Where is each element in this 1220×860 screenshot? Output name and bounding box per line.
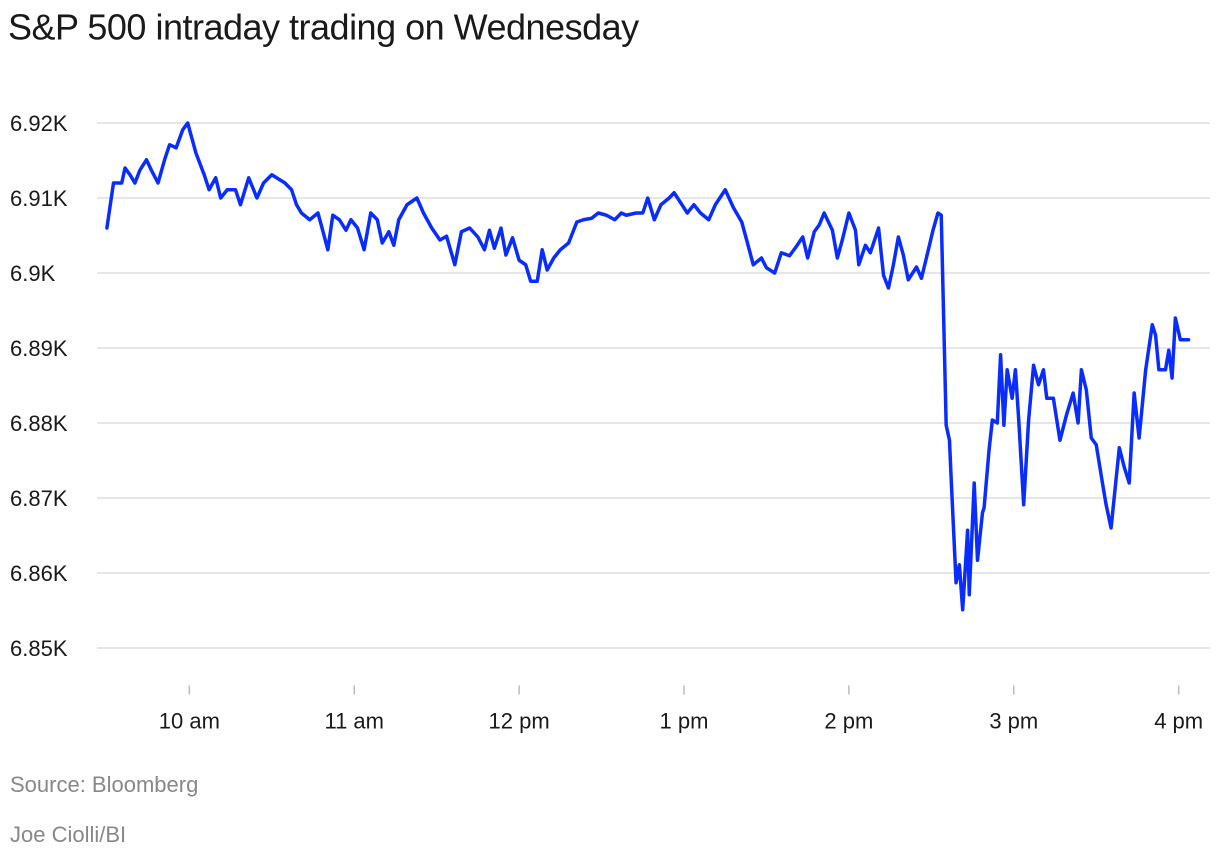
credit-note: Joe Ciolli/BI [10, 822, 126, 847]
y-tick-label: 6.92K [10, 111, 68, 136]
y-tick-label: 6.88K [10, 411, 68, 436]
x-tick-label: 11 am [324, 708, 384, 733]
y-tick-label: 6.91K [10, 186, 68, 211]
x-tick-label: 2 pm [824, 708, 873, 733]
price-line [105, 121, 1191, 612]
x-tick-label: 1 pm [660, 708, 709, 733]
x-tick-label: 12 pm [489, 708, 550, 733]
x-tick-label: 10 am [159, 708, 220, 733]
y-tick-label: 6.87K [10, 486, 68, 511]
x-tick-label: 4 pm [1154, 708, 1203, 733]
source-note: Source: Bloomberg [10, 772, 198, 797]
y-tick-label: 6.9K [10, 261, 56, 286]
y-tick-label: 6.89K [10, 336, 68, 361]
x-tick-label: 3 pm [989, 708, 1038, 733]
y-tick-label: 6.85K [10, 636, 68, 661]
chart-title: S&P 500 intraday trading on Wednesday [8, 7, 639, 48]
y-tick-label: 6.86K [10, 561, 68, 586]
